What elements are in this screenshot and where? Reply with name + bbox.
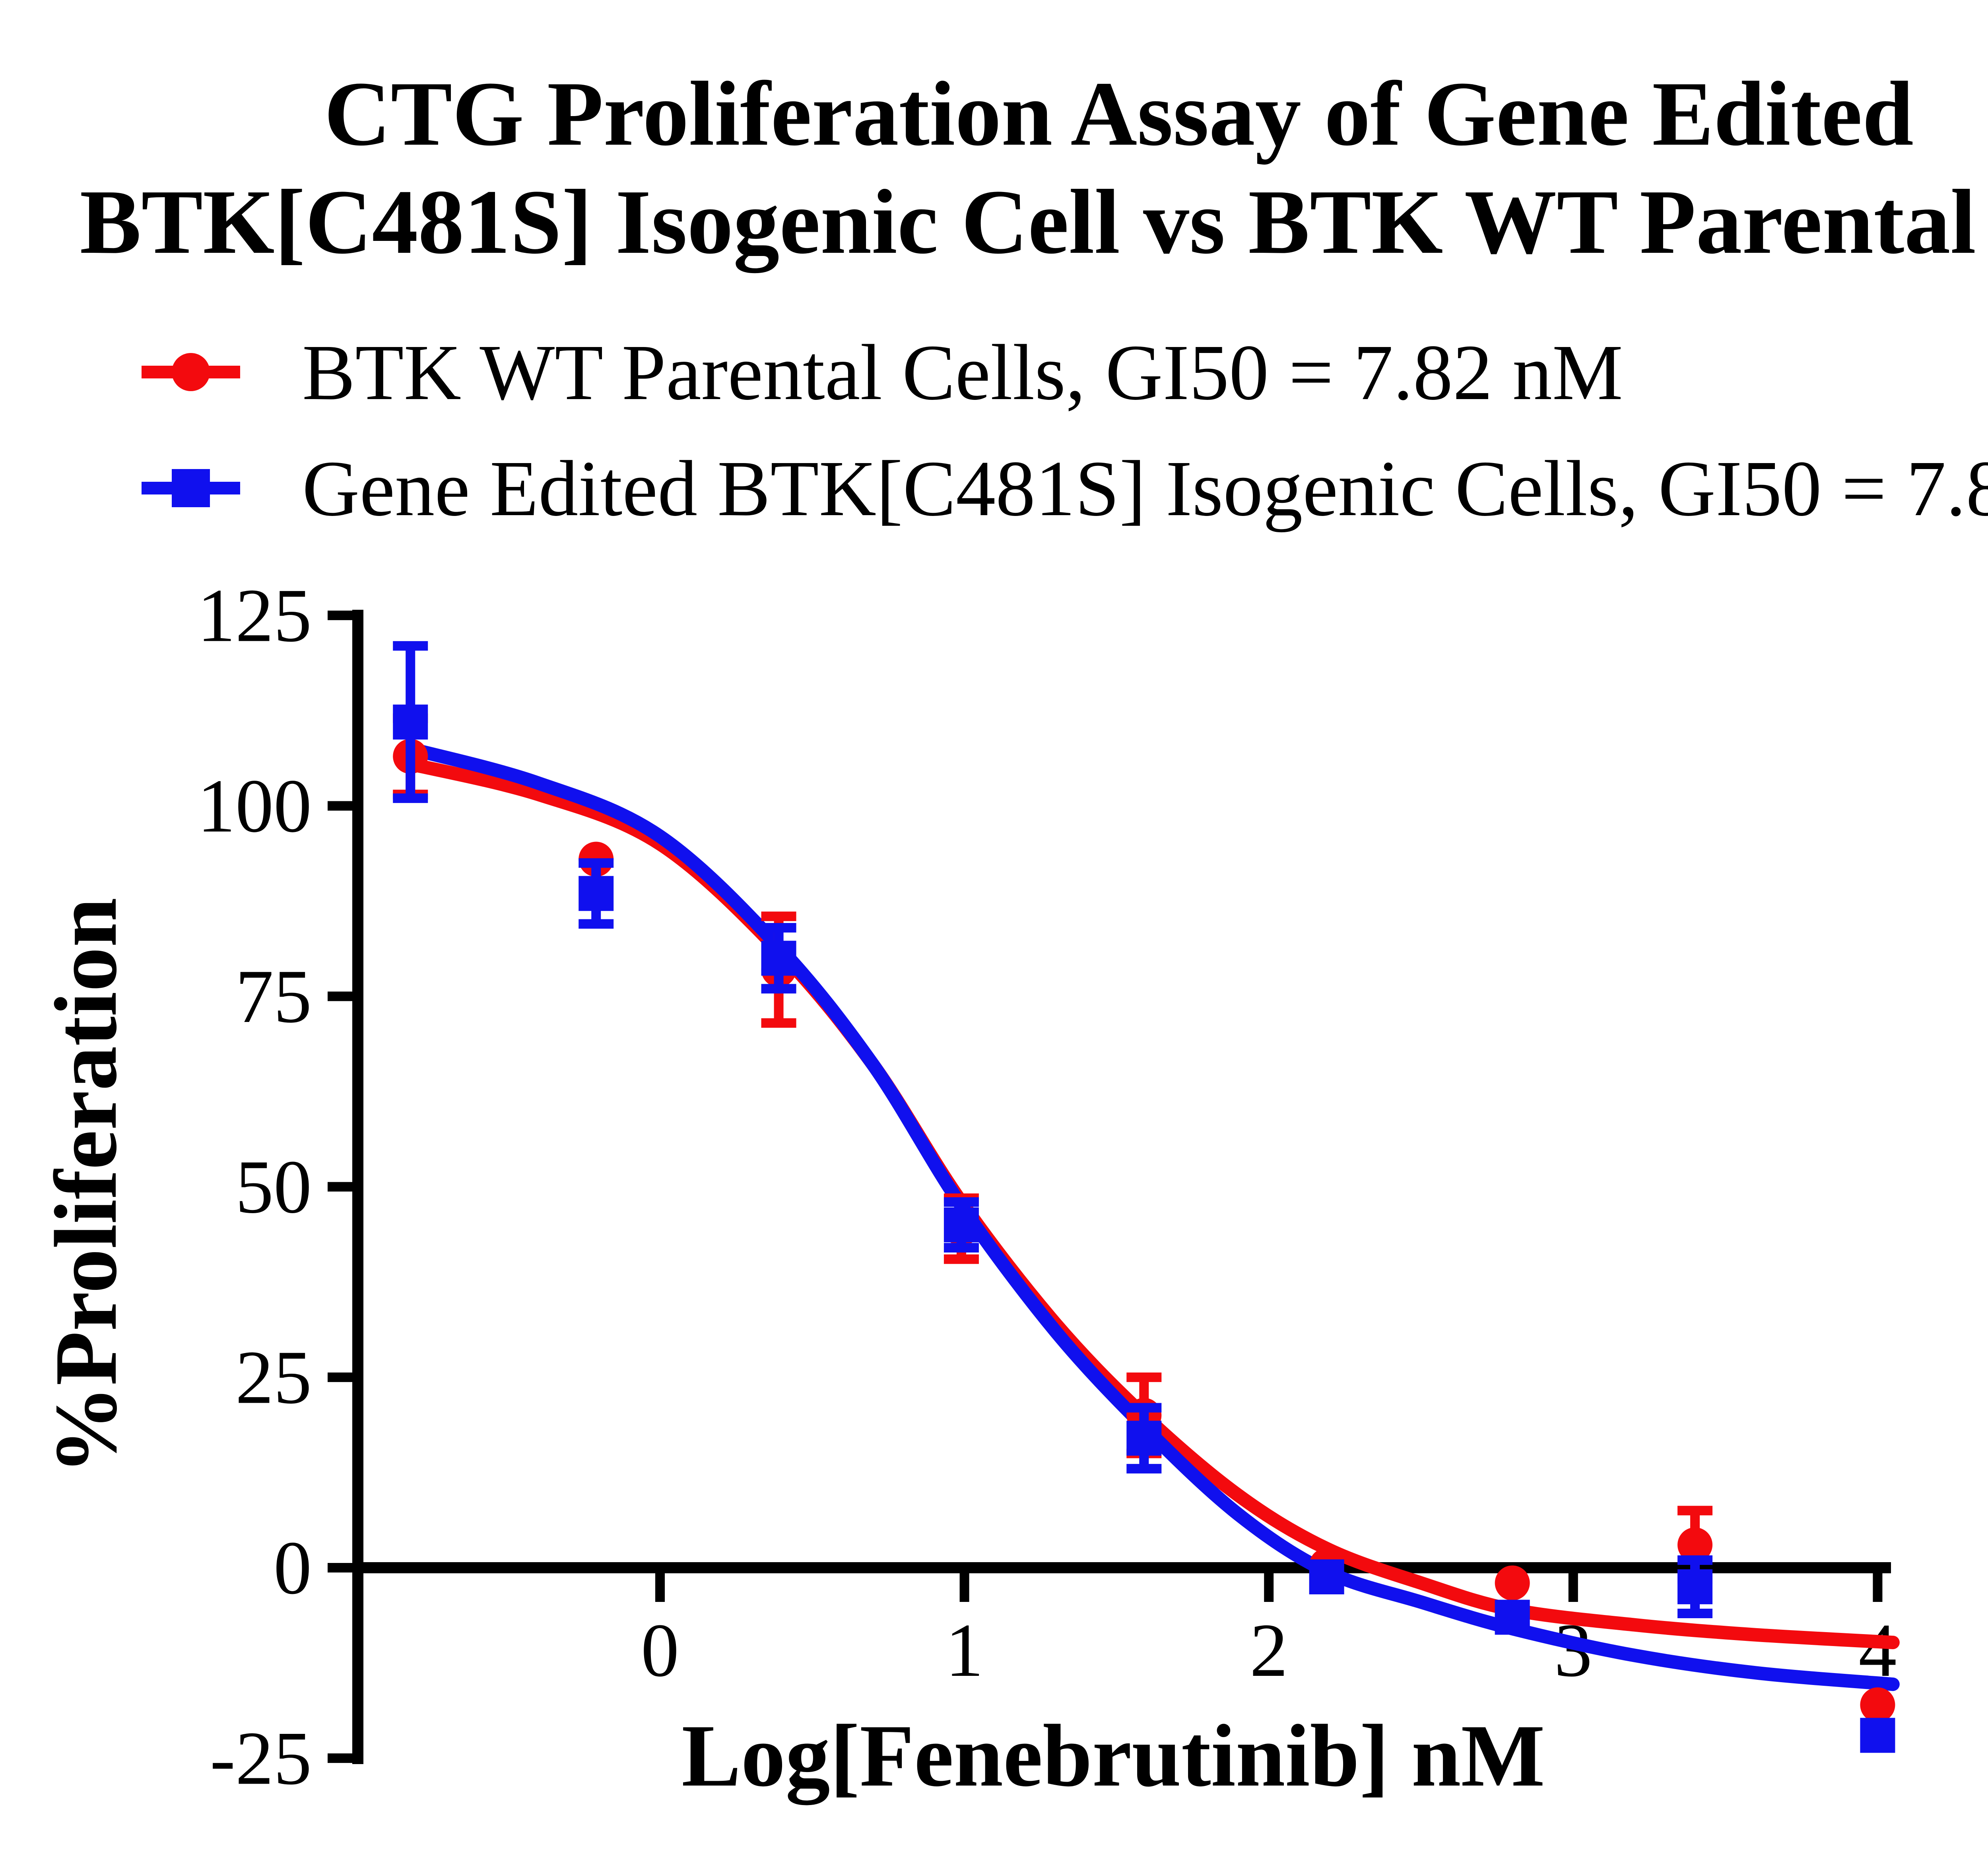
y-tick-label: 75 — [235, 954, 312, 1039]
chart-title: CTG Proliferation Assay of Gene Edited B… — [0, 60, 1988, 277]
legend-label-wt-parental: BTK WT Parental Cells, GI50 = 7.82 nM — [302, 327, 1623, 416]
data-point-square — [1309, 1559, 1344, 1595]
data-point-square — [1495, 1600, 1530, 1635]
data-point-square — [944, 1207, 979, 1243]
y-tick-label: 100 — [197, 764, 312, 848]
x-tick-label: 0 — [641, 1608, 679, 1693]
data-point-square — [1126, 1421, 1162, 1456]
y-tick-label: 25 — [235, 1335, 312, 1419]
c481s-series-swatch — [142, 463, 240, 511]
fit-curve-wt — [404, 757, 1900, 1649]
y-tick-label: -25 — [210, 1716, 312, 1801]
legend-item-wt-parental: BTK WT Parental Cells, GI50 = 7.82 nM — [142, 313, 1988, 429]
data-point-circle — [1677, 1527, 1713, 1563]
x-tick-label: 2 — [1250, 1608, 1288, 1693]
data-point-circle — [1860, 1687, 1895, 1723]
y-axis-title: %Proliferation — [37, 898, 135, 1475]
series-points-c481s — [393, 641, 1895, 1753]
data-point-square — [393, 704, 428, 740]
legend: BTK WT Parental Cells, GI50 = 7.82 nM Ge… — [142, 313, 1988, 545]
data-point-square — [579, 876, 614, 911]
wt-circle-marker-icon — [172, 352, 210, 390]
c481s-square-marker-icon — [172, 468, 210, 506]
chart-title-line-2: BTK[C481S] Isogenic Cell vs BTK WT Paren… — [80, 170, 1988, 273]
x-tick-label: 1 — [945, 1608, 984, 1693]
data-point-square — [761, 940, 796, 976]
wt-series-swatch — [142, 347, 240, 395]
y-tick-label: 0 — [274, 1526, 312, 1610]
chart-title-line-1: CTG Proliferation Assay of Gene Edited — [324, 62, 1914, 165]
legend-label-c481s-isogenic: Gene Edited BTK[C481S] Isogenic Cells, G… — [302, 443, 1988, 532]
legend-item-c481s-isogenic: Gene Edited BTK[C481S] Isogenic Cells, G… — [142, 429, 1988, 545]
data-point-square — [1860, 1718, 1895, 1753]
fit-curve-c481s — [404, 742, 1900, 1691]
data-point-square — [1677, 1569, 1713, 1604]
y-tick-label: 125 — [197, 573, 312, 658]
x-axis-title: Log[Fenebrutinib] nM — [681, 1706, 1545, 1805]
data-point-circle — [1495, 1565, 1530, 1601]
y-tick-label: 50 — [235, 1144, 312, 1229]
